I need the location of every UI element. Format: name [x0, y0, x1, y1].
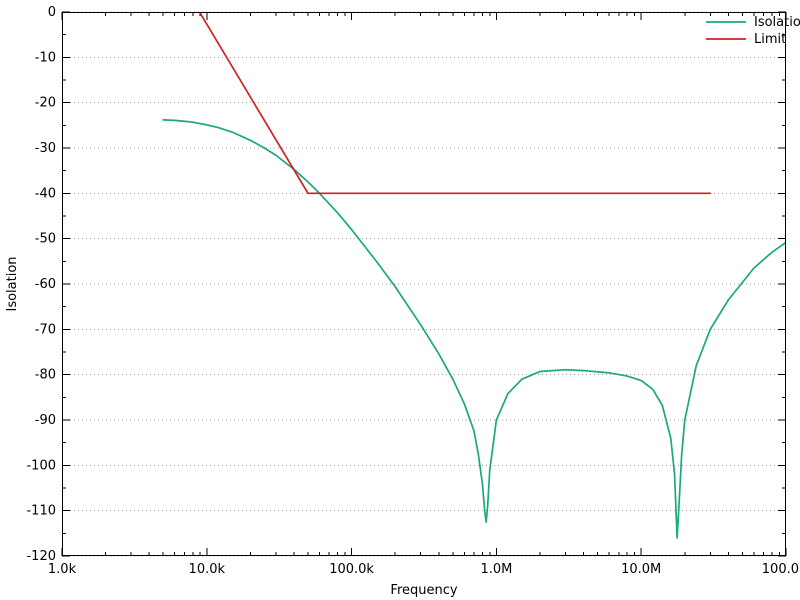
y-tick-label: -10 — [35, 50, 56, 65]
legend-label-isolation: Isolation — [754, 15, 800, 30]
x-tick-label: 100.0k — [329, 562, 374, 577]
x-tick-label: 1.0M — [480, 562, 512, 577]
x-tick-label: 100.0M — [762, 562, 800, 577]
x-tick-label: 10.0M — [621, 562, 661, 577]
y-tick-label: -70 — [35, 322, 56, 337]
y-tick-label: -30 — [35, 141, 56, 156]
y-tick-label: -20 — [35, 96, 56, 111]
isolation-chart: 0-10-20-30-40-50-60-70-80-90-100-110-120… — [0, 0, 800, 600]
x-tick-label: 10.0k — [189, 562, 226, 577]
y-axis-title: Isolation — [5, 256, 20, 311]
y-tick-label: -50 — [35, 232, 56, 247]
legend-label-limit: Limit — [754, 32, 786, 47]
x-tick-label: 1.0k — [48, 562, 77, 577]
y-tick-label: -100 — [26, 458, 56, 473]
y-tick-label: -40 — [35, 186, 56, 201]
y-tick-label: 0 — [48, 5, 56, 20]
y-tick-label: -80 — [35, 368, 56, 383]
y-tick-label: -110 — [26, 504, 56, 519]
y-tick-label: -90 — [35, 413, 56, 428]
y-tick-label: -60 — [35, 277, 56, 292]
x-axis-title: Frequency — [390, 583, 457, 598]
chart-svg: 0-10-20-30-40-50-60-70-80-90-100-110-120… — [0, 0, 800, 600]
